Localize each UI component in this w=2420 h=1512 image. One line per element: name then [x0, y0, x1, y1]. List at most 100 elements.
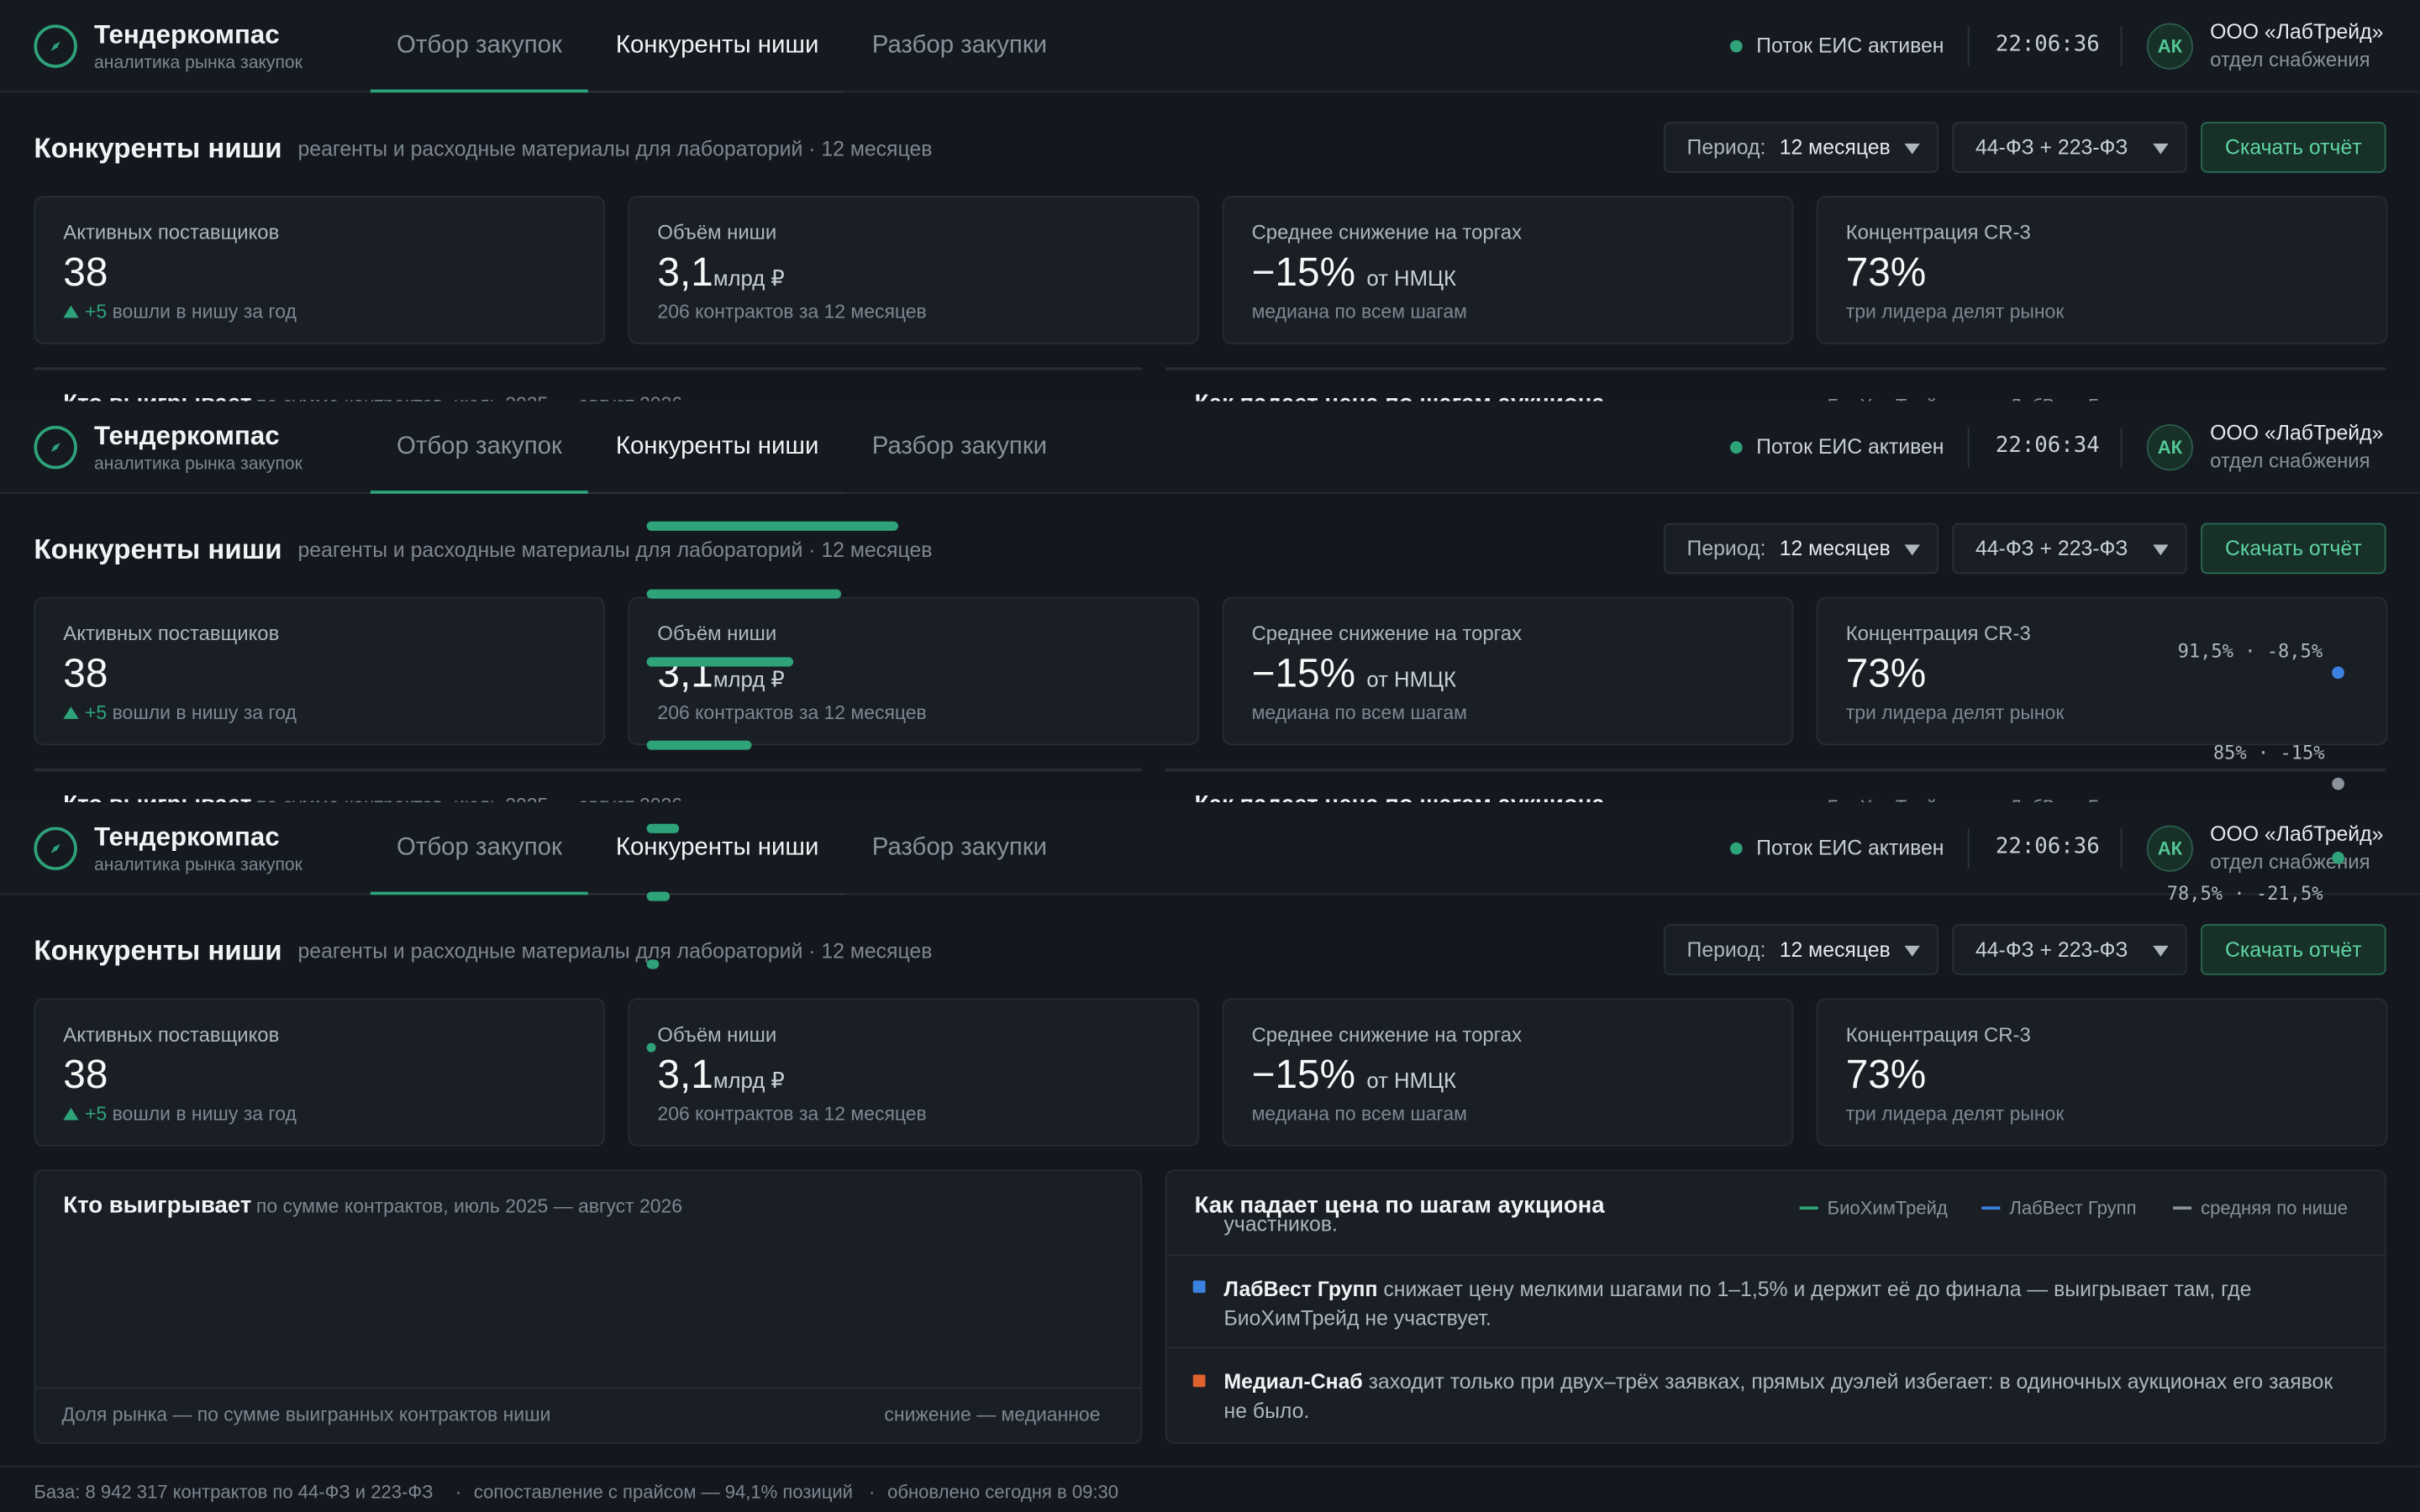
app-title: Тендеркомпас	[94, 421, 280, 451]
screen-slice: Тендеркомпас аналитика рынка закупок Отб…	[0, 401, 2420, 803]
kpi-volume: Объём ниши 3,1млрд ₽ 206 контрактов за 1…	[628, 196, 1200, 344]
divider	[1967, 26, 1970, 66]
period-select[interactable]: Период: 12 месяцев	[1663, 924, 1939, 975]
kpi-value: 38	[63, 649, 108, 696]
chart-point-grey	[2332, 777, 2344, 790]
law-select[interactable]: 44-ФЗ + 223-ФЗ	[1952, 924, 2187, 975]
kpi-title: Концентрация CR-3	[1845, 220, 2031, 244]
kpi-title: Объём ниши	[657, 1022, 777, 1047]
kpi-unit: от НМЦК	[1366, 1067, 1457, 1093]
download-report-button[interactable]: Скачать отчёт	[2201, 924, 2386, 975]
kpi-delta: +5	[85, 1103, 108, 1125]
price-steps-panel: Как падает цена по шагам аукциона БиоХим…	[1165, 367, 2386, 402]
tab-indicator	[370, 891, 588, 895]
compass-icon	[34, 827, 77, 870]
chart-point-label-3: 78,5% · -21,5%	[2166, 882, 2323, 905]
kpi-number: −15%	[1251, 1050, 1356, 1097]
top-bar: Тендеркомпас аналитика рынка закупок Отб…	[0, 802, 2420, 895]
page-title: Конкуренты ниши	[34, 132, 282, 164]
arrow-up-icon	[63, 305, 79, 318]
legend-item: средняя по нише	[2201, 1197, 2348, 1219]
kpi-suppliers: Активных поставщиков 38 +5 вошли в нишу …	[34, 196, 605, 344]
clock: 22:06:34	[1995, 433, 2100, 459]
org-name: ООО «ЛабТрейд»	[2210, 421, 2384, 444]
screen-slice: Тендеркомпас аналитика рынка закупок Отб…	[0, 802, 2420, 1512]
kpi-title: Активных поставщиков	[63, 1022, 280, 1047]
kpi-number: 3,1	[657, 248, 713, 295]
kpi-value: 38	[63, 1050, 108, 1097]
tab-selection[interactable]: Отбор закупок	[397, 433, 562, 460]
kpi-note: медиана по всем шагам	[1251, 701, 1467, 724]
kpi-value: −15% от НМЦК	[1252, 649, 1456, 697]
divider	[2120, 427, 2123, 468]
tab-track	[370, 91, 846, 93]
tab-competitors[interactable]: Конкуренты ниши	[615, 433, 819, 460]
tab-analysis[interactable]: Разбор закупки	[871, 834, 1048, 861]
avatar[interactable]: АК	[2146, 424, 2193, 471]
top-bar: Тендеркомпас аналитика рынка закупок Отб…	[0, 0, 2420, 93]
tab-analysis[interactable]: Разбор закупки	[871, 433, 1048, 460]
tab-analysis[interactable]: Разбор закупки	[871, 32, 1048, 59]
tab-selection[interactable]: Отбор закупок	[397, 32, 562, 59]
kpi-unit: от НМЦК	[1366, 265, 1457, 291]
kpi-note: +5 вошли в нишу за год	[63, 1103, 297, 1125]
period-select[interactable]: Период: 12 месяцев	[1663, 522, 1939, 575]
winners-panel: Кто выигрывает по сумме контрактов, июль…	[34, 768, 1143, 802]
kpi-discount: Среднее снижение на торгах −15% от НМЦК …	[1222, 196, 1794, 344]
download-report-button[interactable]: Скачать отчёт	[2201, 522, 2386, 575]
insight-company: Медиал-Снаб	[1223, 1369, 1363, 1394]
legend-item: ЛабВест Групп	[2009, 395, 2136, 401]
kpi-number: −15%	[1251, 649, 1356, 696]
org-dept: отдел снабжения	[2210, 47, 2370, 71]
winner-share-bar	[646, 589, 841, 599]
kpi-note: медиана по всем шагам	[1251, 301, 1467, 323]
chart-point-green	[2332, 851, 2344, 864]
avatar[interactable]: АК	[2146, 23, 2193, 70]
compass-icon	[34, 24, 77, 68]
insight-marker-medial	[1192, 1374, 1206, 1388]
tab-competitors[interactable]: Конкуренты ниши	[615, 32, 819, 59]
divider	[1967, 427, 1970, 468]
kpi-suppliers: Активных поставщиков 38 +5 вошли в нишу …	[34, 596, 605, 746]
avatar[interactable]: АК	[2146, 825, 2193, 872]
download-report-button[interactable]: Скачать отчёт	[2201, 122, 2386, 173]
tab-selection[interactable]: Отбор закупок	[397, 834, 562, 861]
kpi-value: 73%	[1845, 1050, 1927, 1097]
legend-swatch	[2173, 1206, 2192, 1210]
insight-marker-labvest	[1192, 1280, 1206, 1294]
kpi-note: три лидера делят рынок	[1845, 301, 2065, 323]
law-select[interactable]: 44-ФЗ + 223-ФЗ	[1952, 522, 2187, 575]
kpi-unit: млрд ₽	[713, 666, 785, 691]
insight-item-1: ЛабВест Групп снижает цену мелкими шагам…	[1224, 1274, 2335, 1333]
law-select[interactable]: 44-ФЗ + 223-ФЗ	[1952, 122, 2187, 173]
status-bar: База: 8 942 317 контрактов по 44-ФЗ и 22…	[0, 1465, 2420, 1512]
app-title: Тендеркомпас	[94, 19, 280, 50]
insight-text: участников.	[1223, 1212, 1338, 1236]
kpi-value: −15% от НМЦК	[1252, 1051, 1456, 1099]
kpi-concentration: Концентрация CR-3 73% три лидера делят р…	[1816, 196, 2388, 344]
arrow-up-icon	[63, 1107, 79, 1121]
app-subtitle: аналитика рынка закупок	[94, 856, 302, 875]
app-title: Тендеркомпас	[94, 822, 280, 852]
kpi-title: Среднее снижение на торгах	[1251, 1022, 1523, 1047]
kpi-value: 73%	[1845, 649, 1927, 696]
winner-share-bar	[646, 657, 793, 667]
legend-swatch	[1799, 1206, 1818, 1210]
chevron-down-icon	[1904, 143, 1920, 155]
kpi-title: Активных поставщиков	[63, 220, 280, 244]
clock: 22:06:36	[1995, 834, 2100, 860]
org-dept: отдел снабжения	[2210, 850, 2370, 874]
status-dot	[1729, 441, 1743, 454]
kpi-title: Объём ниши	[657, 622, 777, 645]
period-label: Период:	[1686, 537, 1766, 560]
tab-indicator	[370, 89, 588, 93]
top-bar: Тендеркомпас аналитика рынка закупок Отб…	[0, 401, 2420, 494]
insight-divider	[1166, 1254, 2385, 1257]
winner-share-bar	[646, 891, 670, 901]
period-value: 12 месяцев	[1779, 135, 1891, 160]
tab-competitors[interactable]: Конкуренты ниши	[615, 834, 819, 861]
period-select[interactable]: Период: 12 месяцев	[1663, 122, 1939, 173]
kpi-value: 3,1млрд ₽	[657, 1051, 784, 1099]
footer-base: База: 8 942 317 контрактов по 44-ФЗ и 22…	[34, 1481, 434, 1503]
kpi-title: Среднее снижение на торгах	[1251, 622, 1523, 645]
